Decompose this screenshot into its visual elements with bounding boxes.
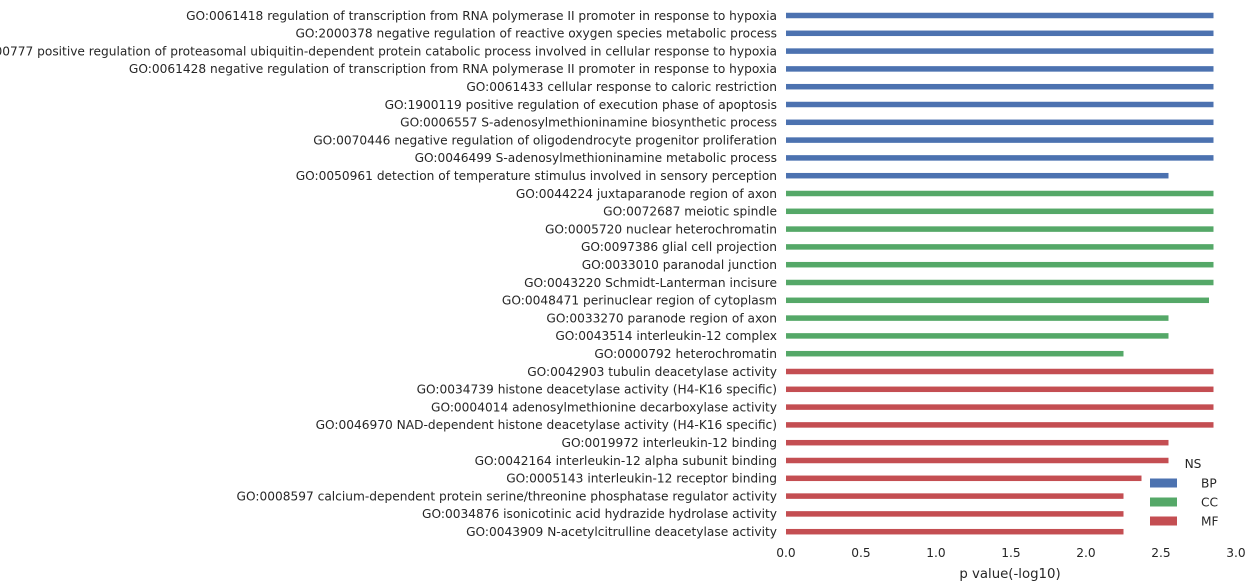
category-label: GO:0042164 interleukin-12 alpha subunit … <box>475 454 777 468</box>
legend-label-cc: CC <box>1201 495 1218 509</box>
category-label: GO:0070446 negative regulation of oligod… <box>313 133 777 147</box>
legend-label-bp: BP <box>1201 476 1217 490</box>
bar-bp <box>786 172 1169 179</box>
bar-bp <box>786 30 1214 37</box>
x-tick-label: 0.0 <box>776 546 795 560</box>
category-label: GO:1900119 positive regulation of execut… <box>385 98 777 112</box>
category-label: GO:0072687 meiotic spindle <box>603 205 777 219</box>
category-label: GO:0033010 paranodal junction <box>582 258 777 272</box>
category-label: GO:0061433 cellular response to caloric … <box>466 80 777 94</box>
category-label: GO:0061418 regulation of transcription f… <box>186 9 777 23</box>
category-label: GO:0033270 paranode region of axon <box>546 311 777 325</box>
bar-cc <box>786 226 1214 232</box>
category-label: GO:0034876 isonicotinic acid hydrazide h… <box>422 507 777 521</box>
bar-cc <box>786 261 1214 268</box>
x-tick-label: 1.5 <box>1001 546 1020 560</box>
bar-mf <box>786 439 1169 446</box>
legend-title: NS <box>1185 457 1202 471</box>
bar-mf <box>786 493 1124 499</box>
category-labels-group: GO:0061418 regulation of transcription f… <box>0 9 777 539</box>
x-tick-label: 2.5 <box>1151 546 1170 560</box>
legend: NS BP CC MF <box>1150 457 1219 528</box>
bar-cc <box>786 244 1214 250</box>
category-label: GO:0044224 juxtaparanode region of axon <box>516 187 777 201</box>
bar-bp <box>786 155 1214 161</box>
bar-cc <box>786 315 1169 321</box>
category-label: GO:0043220 Schmidt-Lanterman incisure <box>524 276 777 290</box>
category-label: GO:0019972 interleukin-12 binding <box>562 436 777 450</box>
x-axis-ticks-group: 0.0 0.5 1.0 1.5 2.0 2.5 3.0 <box>776 546 1245 560</box>
bar-mf <box>786 475 1142 482</box>
legend-swatch-mf <box>1150 516 1177 526</box>
bar-cc <box>786 208 1214 215</box>
category-label: GO:0006557 S-adenosylmethioninamine bios… <box>400 116 777 130</box>
bar-cc <box>786 297 1209 304</box>
bar-mf <box>786 422 1214 428</box>
category-label: GO:0050961 detection of temperature stim… <box>296 169 777 183</box>
bar-bp <box>786 119 1214 126</box>
bar-mf <box>786 457 1169 464</box>
bar-cc <box>786 350 1124 357</box>
bar-bp <box>786 83 1214 90</box>
category-label: GO:0004014 adenosylmethionine decarboxyl… <box>431 400 777 414</box>
category-label: GO:0043909 N-acetylcitrulline deacetylas… <box>466 525 777 539</box>
category-label: GO:0046499 S-adenosylmethioninamine meta… <box>415 151 777 165</box>
x-tick-label: 2.0 <box>1076 546 1095 560</box>
bar-mf <box>786 368 1214 375</box>
category-label: GO:0042903 tubulin deacetylase activity <box>527 365 777 379</box>
bar-mf <box>786 511 1124 517</box>
x-axis-title: p value(-log10) <box>959 567 1060 582</box>
bar-cc <box>786 279 1214 286</box>
bar-bp <box>786 137 1214 143</box>
legend-label-mf: MF <box>1201 514 1219 528</box>
legend-swatch-cc <box>1150 497 1177 507</box>
x-tick-label: 3.0 <box>1226 546 1245 560</box>
category-label: GO:0034739 histone deacetylase activity … <box>417 383 777 397</box>
bar-cc <box>786 190 1214 197</box>
bar-mf <box>786 386 1214 393</box>
category-label: GO:0008597 calcium-dependent protein ser… <box>237 489 777 503</box>
category-label: GO:0000792 heterochromatin <box>594 347 777 361</box>
bar-bp <box>786 12 1214 19</box>
category-label: GO:2000378 negative regulation of reacti… <box>295 27 777 41</box>
bar-mf <box>786 528 1124 535</box>
category-label: GO:0043514 interleukin-12 complex <box>555 329 777 343</box>
category-label: GO:0048471 perinuclear region of cytopla… <box>502 294 777 308</box>
bar-bp <box>786 48 1214 54</box>
category-label: GO:0061428 negative regulation of transc… <box>129 62 777 76</box>
category-label: GO:0046970 NAD-dependent histone deacety… <box>316 418 777 432</box>
bar-bp <box>786 66 1214 72</box>
x-tick-label: 0.5 <box>851 546 870 560</box>
legend-swatch-bp <box>1150 478 1177 488</box>
bar-cc <box>786 333 1169 339</box>
category-label: GO:0005720 nuclear heterochromatin <box>545 222 777 236</box>
bar-mf <box>786 404 1214 410</box>
category-label: GO:0005143 interleukin-12 receptor bindi… <box>506 472 777 486</box>
category-label: GO:0097386 glial cell projection <box>581 240 777 254</box>
bar-bp <box>786 101 1214 108</box>
x-tick-label: 1.0 <box>926 546 945 560</box>
category-label: GO:2000777 positive regulation of protea… <box>0 44 777 58</box>
bars-group <box>786 12 1214 535</box>
